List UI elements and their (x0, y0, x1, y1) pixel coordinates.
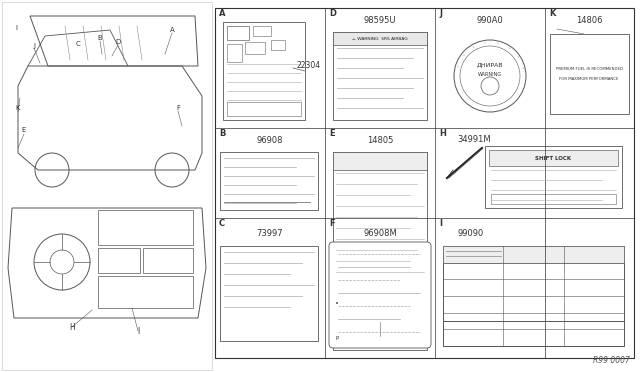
Text: B: B (98, 35, 102, 41)
Text: FOR MAXIMUM PERFORMANCE: FOR MAXIMUM PERFORMANCE (559, 77, 619, 81)
Text: ⚠ WARNING  SRS AIRBAG: ⚠ WARNING SRS AIRBAG (352, 36, 408, 41)
Bar (485, 146, 622, 208)
Text: A: A (170, 27, 174, 33)
Text: H: H (439, 129, 446, 138)
Bar (271, 40, 285, 50)
Text: I: I (15, 25, 17, 31)
Bar (335, 322, 425, 336)
Text: J: J (439, 9, 442, 18)
Bar (253, 26, 271, 36)
Bar (215, 8, 634, 358)
Text: D: D (115, 39, 120, 45)
Bar (220, 246, 318, 341)
Bar (550, 34, 629, 114)
Text: •: • (335, 301, 339, 307)
Bar (227, 102, 301, 116)
Text: E: E (329, 129, 335, 138)
Text: I: I (137, 327, 139, 336)
Text: R99 0007: R99 0007 (593, 356, 630, 365)
Text: H: H (69, 323, 75, 332)
Text: E: E (22, 127, 26, 133)
Bar (98, 276, 193, 308)
Bar (98, 210, 193, 245)
Text: I: I (439, 219, 442, 228)
Text: 34991M: 34991M (457, 135, 491, 144)
Bar (489, 150, 618, 166)
Bar (2, 2, 212, 370)
Text: WARNING: WARNING (478, 72, 502, 77)
Text: F: F (176, 105, 180, 111)
Bar (245, 42, 265, 54)
Text: P: P (335, 336, 339, 341)
Text: 73997: 73997 (257, 229, 284, 238)
Text: PREMIUM FUEL IS RECOMMENDED: PREMIUM FUEL IS RECOMMENDED (556, 67, 623, 71)
Bar (227, 26, 249, 40)
Text: 96908M: 96908M (363, 229, 397, 238)
Text: A: A (219, 9, 225, 18)
Bar (223, 22, 305, 120)
Text: D: D (329, 9, 336, 18)
Bar (227, 44, 242, 62)
FancyBboxPatch shape (329, 242, 431, 348)
Text: K: K (16, 105, 20, 111)
Bar (333, 152, 427, 350)
Bar (143, 248, 193, 273)
Bar (443, 246, 624, 346)
Bar (333, 32, 427, 120)
Bar (443, 246, 624, 263)
Text: C: C (76, 41, 81, 47)
Text: 990A0: 990A0 (477, 16, 504, 25)
Text: ДНИРАВ: ДНИРАВ (477, 62, 503, 67)
Bar (333, 152, 427, 170)
Text: 14805: 14805 (367, 136, 393, 145)
Text: 22304: 22304 (297, 61, 321, 70)
Text: 99090: 99090 (457, 229, 483, 238)
Text: J: J (33, 43, 35, 49)
Text: C: C (219, 219, 225, 228)
Bar (98, 248, 140, 273)
Text: SHIFT LOCK: SHIFT LOCK (535, 155, 571, 160)
Bar (333, 32, 427, 45)
Bar (491, 194, 616, 204)
Bar (220, 152, 318, 210)
Text: K: K (549, 9, 556, 18)
Text: 98595U: 98595U (364, 16, 396, 25)
Text: F: F (329, 219, 335, 228)
Text: B: B (219, 129, 225, 138)
Text: 14806: 14806 (576, 16, 602, 25)
Text: 96908: 96908 (257, 136, 284, 145)
